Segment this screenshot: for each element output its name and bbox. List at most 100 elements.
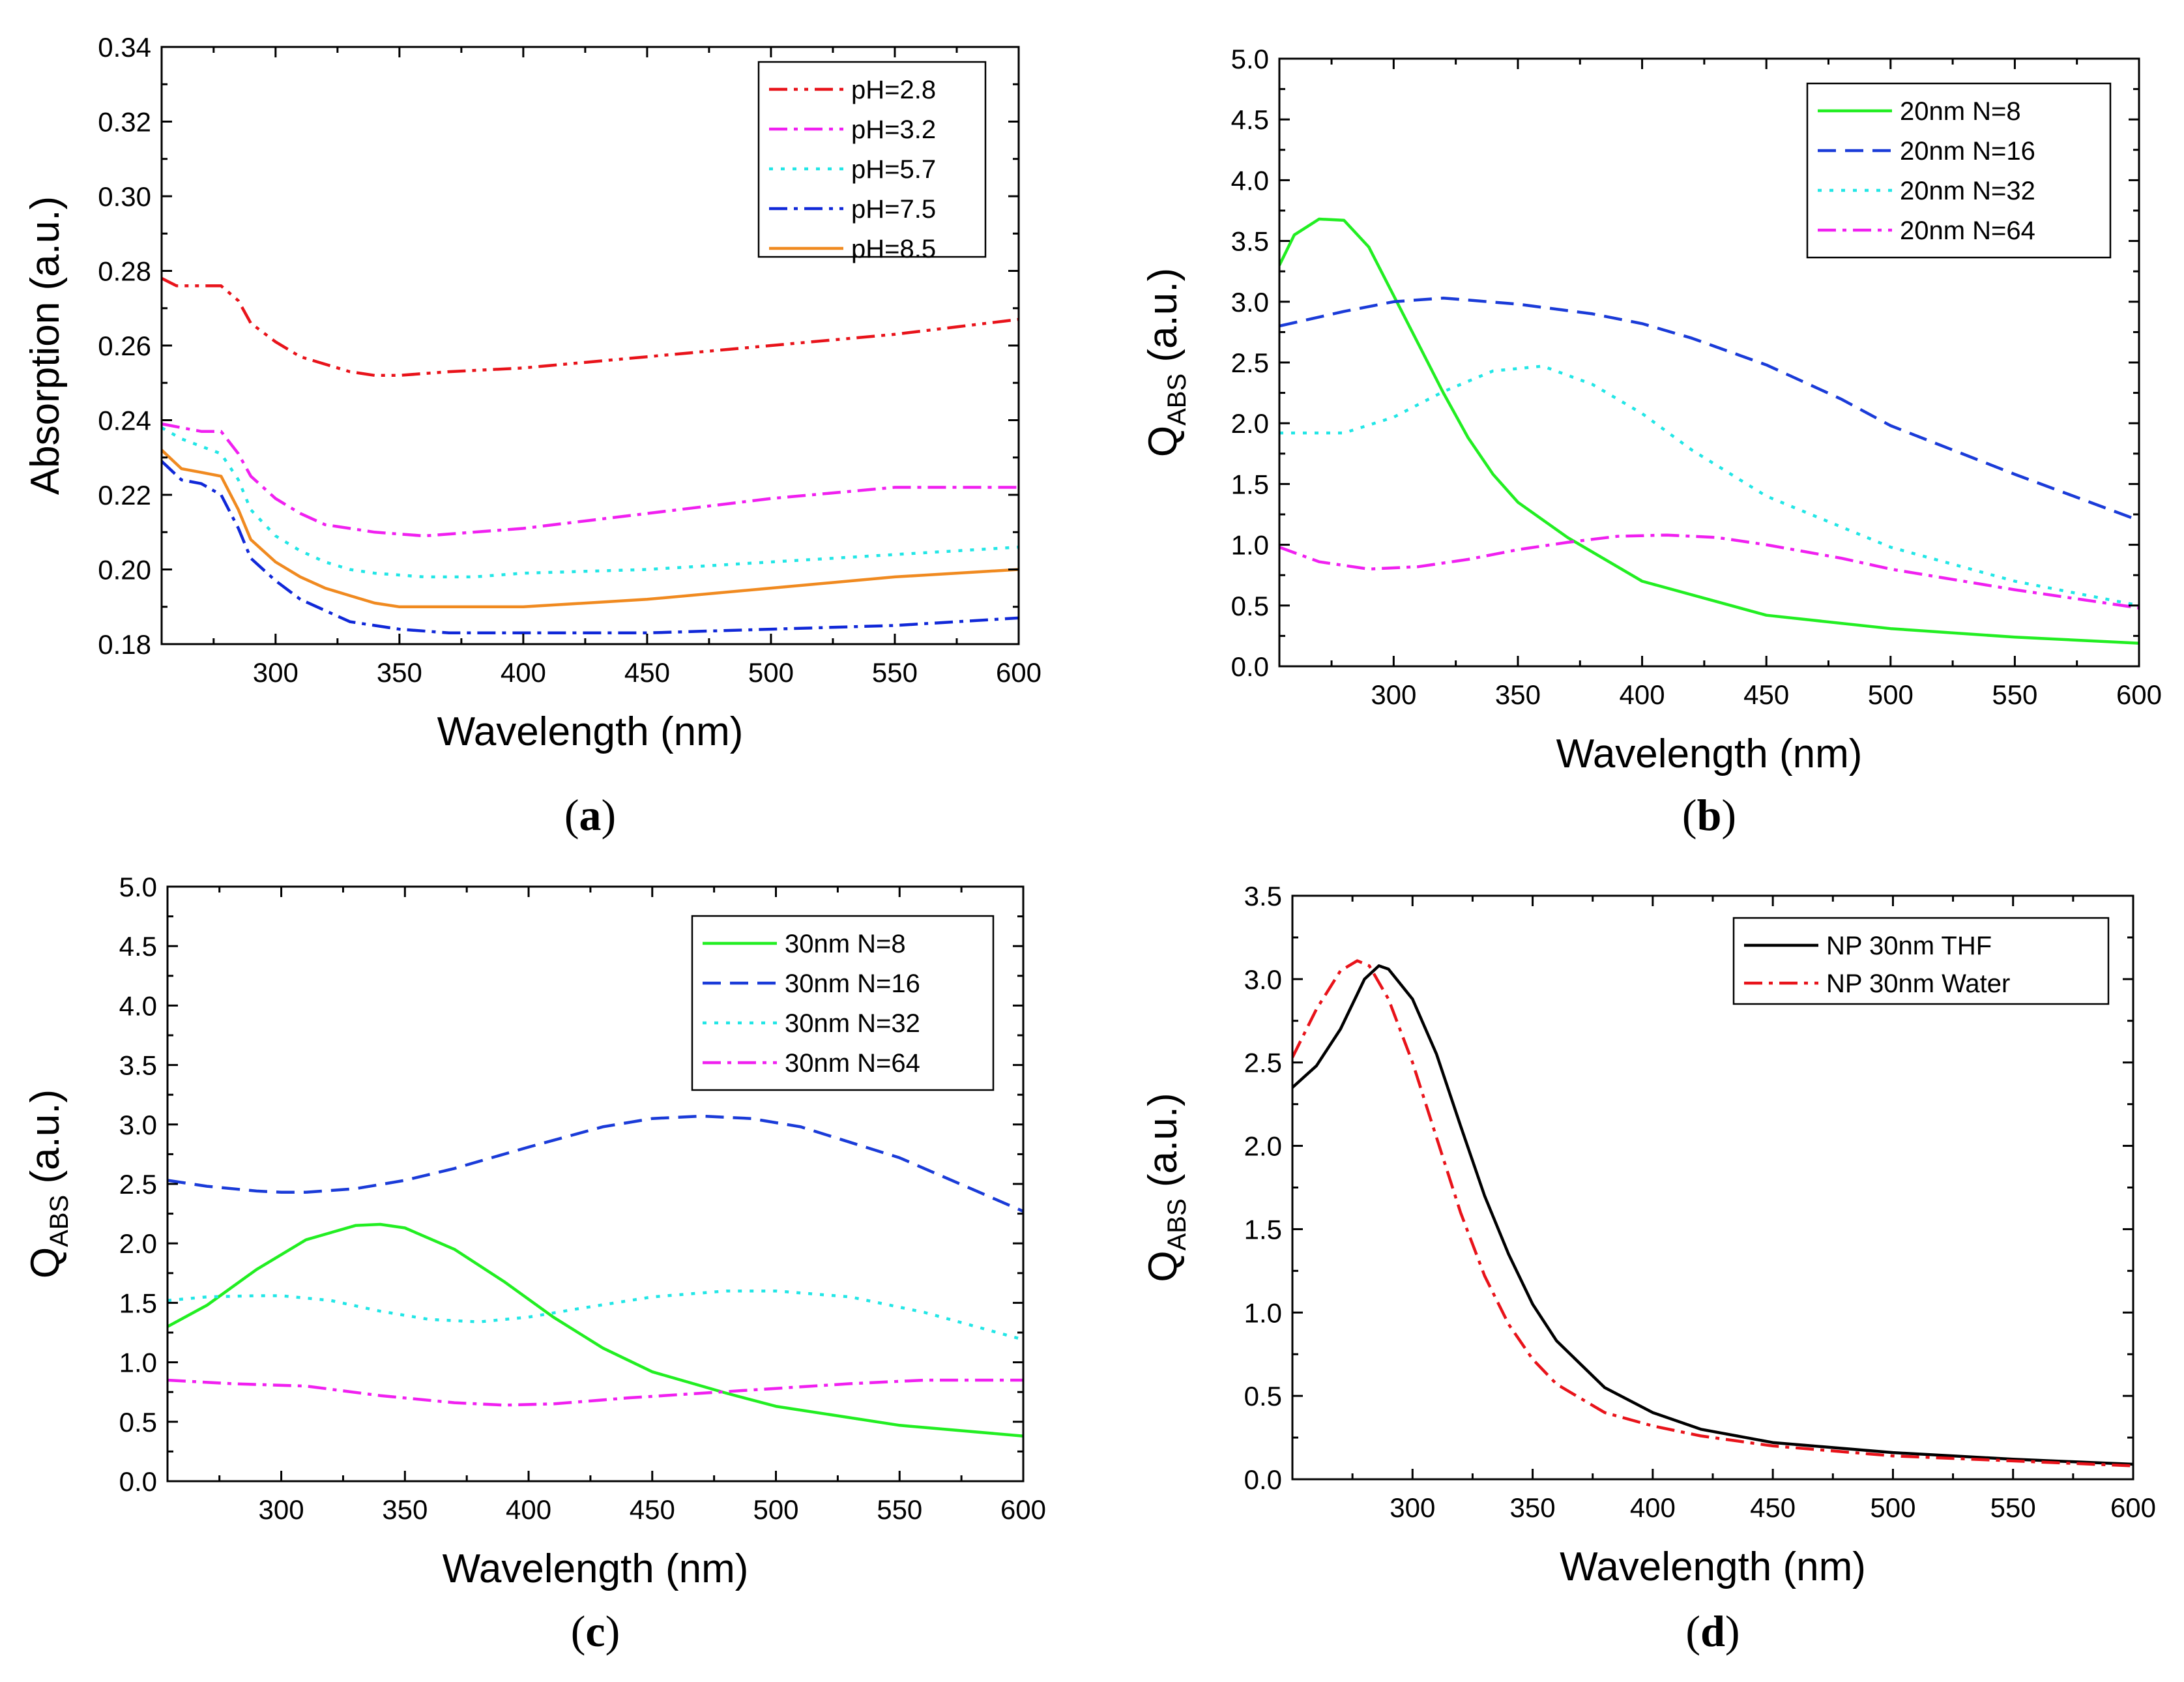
plot-area xyxy=(167,1114,1023,1438)
series-line-1 xyxy=(167,1222,1023,1438)
legend: 20nm N=8 20nm N=16 20nm N=32 20nm N=64 xyxy=(1806,82,2112,259)
y-tick-label: 4.5 xyxy=(119,931,157,962)
legend-box xyxy=(1732,917,2110,1005)
x-axis-label: Wavelength (nm) xyxy=(1556,731,1863,776)
legend: 30nm N=8 30nm N=16 30nm N=32 30nm N=64 xyxy=(691,915,995,1091)
series-line-3 xyxy=(162,426,1019,579)
legend-label: 30nm N=32 xyxy=(785,1009,920,1038)
x-tick-label: 500 xyxy=(1870,1492,1915,1523)
y-tick-label: 0.0 xyxy=(1231,651,1269,682)
panel-b: 300 350 400 450 500 550 600 0.0 0.5 1.0 1.5 2.0 2.5 3… xyxy=(1141,44,2162,840)
y-tick-label: 0.30 xyxy=(98,181,151,212)
x-tick-label: 300 xyxy=(259,1494,304,1525)
legend: NP 30nm THF NP 30nm Water xyxy=(1732,917,2110,1005)
y-tick-label: 3.5 xyxy=(119,1050,157,1081)
x-tick-label: 600 xyxy=(2110,1492,2156,1523)
y-tick-label: 3.0 xyxy=(119,1110,157,1140)
plot-area xyxy=(1279,217,2139,645)
x-tick-label: 500 xyxy=(748,657,794,688)
x-tick-label: 350 xyxy=(1510,1492,1556,1523)
y-tick-label: 0.24 xyxy=(98,406,151,436)
legend-label: pH=8.5 xyxy=(851,235,936,263)
y-tick-label: 0.0 xyxy=(119,1466,157,1497)
plot-area xyxy=(162,276,1019,635)
legend-box xyxy=(757,61,987,258)
legend-label: pH=7.5 xyxy=(851,195,936,224)
legend-label: pH=2.8 xyxy=(851,76,936,104)
legend-box xyxy=(1806,82,2112,259)
series-line-2 xyxy=(1292,959,2133,1468)
x-tick-label: 400 xyxy=(1620,679,1665,710)
x-tick-label: 350 xyxy=(382,1494,428,1525)
series-line-2 xyxy=(162,422,1019,538)
series-line-4 xyxy=(162,460,1019,635)
legend: pH=2.8 pH=3.2 pH=5.7 pH=7.5 pH=8.5 xyxy=(757,61,987,263)
legend-label: pH=3.2 xyxy=(851,115,936,144)
x-tick-label: 600 xyxy=(996,657,1041,688)
y-tick-label: 0.28 xyxy=(98,256,151,287)
panel-caption: (b) xyxy=(1682,790,1736,840)
x-tick-label: 550 xyxy=(1992,679,2037,710)
y-tick-label: 1.5 xyxy=(1231,469,1269,499)
plot-area xyxy=(1292,959,2133,1468)
y-tick-label: 0.5 xyxy=(1244,1381,1282,1411)
series-line-3 xyxy=(167,1289,1023,1342)
y-tick-label: 3.5 xyxy=(1244,881,1282,911)
y-tick-label: 3.0 xyxy=(1231,287,1269,317)
x-tick-label: 450 xyxy=(624,657,670,688)
panel-a: 300 350 400 450 500 550 600 0.18 0.20 0.22 0.24 0.2… xyxy=(23,32,1041,840)
x-tick-label: 500 xyxy=(753,1494,798,1525)
x-tick-label: 450 xyxy=(1750,1492,1796,1523)
series-line-1 xyxy=(162,276,1019,377)
y-tick-label: 0.22 xyxy=(98,480,151,510)
series-line-2 xyxy=(1279,296,2139,522)
y-tick-label: 4.5 xyxy=(1231,104,1269,135)
x-tick-label: 600 xyxy=(2116,679,2162,710)
series-line-1 xyxy=(1292,964,2133,1466)
legend-label: 20nm N=32 xyxy=(1900,177,2035,205)
x-tick-label: 300 xyxy=(253,657,298,688)
y-tick-label: 5.0 xyxy=(119,872,157,902)
legend-label: 30nm N=64 xyxy=(785,1049,920,1078)
y-tick-label: 1.0 xyxy=(119,1348,157,1378)
y-tick-label: 4.0 xyxy=(119,990,157,1021)
y-tick-label: 2.5 xyxy=(119,1169,157,1200)
y-axis-label: QABS (a.u.) xyxy=(23,1089,74,1278)
y-tick-label: 3.0 xyxy=(1244,964,1282,995)
panel-d: 300 350 400 450 500 550 600 0.0 0.5 1.0 1.5 2.0 2.5 3… xyxy=(1141,881,2156,1656)
series-line-1 xyxy=(1279,217,2139,645)
series-line-4 xyxy=(167,1378,1023,1407)
series-line-2 xyxy=(167,1114,1023,1213)
legend-label: 30nm N=16 xyxy=(785,969,920,998)
x-axis-label: Wavelength (nm) xyxy=(443,1546,749,1591)
panel-caption: (d) xyxy=(1685,1606,1740,1656)
x-tick-label: 550 xyxy=(1990,1492,2036,1523)
y-tick-label: 0.0 xyxy=(1244,1464,1282,1495)
x-tick-label: 300 xyxy=(1390,1492,1435,1523)
y-tick-label: 2.0 xyxy=(119,1228,157,1259)
x-axis-label: Wavelength (nm) xyxy=(1560,1544,1866,1589)
y-tick-label: 1.0 xyxy=(1231,530,1269,561)
y-tick-label: 2.0 xyxy=(1244,1131,1282,1162)
legend-label: 20nm N=16 xyxy=(1900,137,2035,166)
x-tick-label: 550 xyxy=(877,1494,922,1525)
legend-label: NP 30nm THF xyxy=(1826,932,1992,960)
y-tick-label: 0.34 xyxy=(98,32,151,63)
x-tick-label: 400 xyxy=(1630,1492,1676,1523)
y-tick-label: 5.0 xyxy=(1231,44,1269,74)
x-tick-label: 500 xyxy=(1868,679,1914,710)
y-tick-label: 1.5 xyxy=(119,1288,157,1318)
y-tick-label: 4.0 xyxy=(1231,165,1269,196)
y-tick-label: 3.5 xyxy=(1231,226,1269,257)
legend-label: pH=5.7 xyxy=(851,155,936,184)
y-tick-label: 1.0 xyxy=(1244,1297,1282,1328)
series-line-4 xyxy=(1279,533,2139,610)
y-axis-label: Absorption (a.u.) xyxy=(23,196,68,495)
panel-caption: (a) xyxy=(564,790,616,840)
x-axis-label: Wavelength (nm) xyxy=(437,709,744,754)
legend-box xyxy=(691,915,995,1091)
x-tick-label: 300 xyxy=(1371,679,1416,710)
y-tick-label: 2.0 xyxy=(1231,408,1269,439)
y-axis-label: QABS (a.u.) xyxy=(1141,1093,1191,1282)
